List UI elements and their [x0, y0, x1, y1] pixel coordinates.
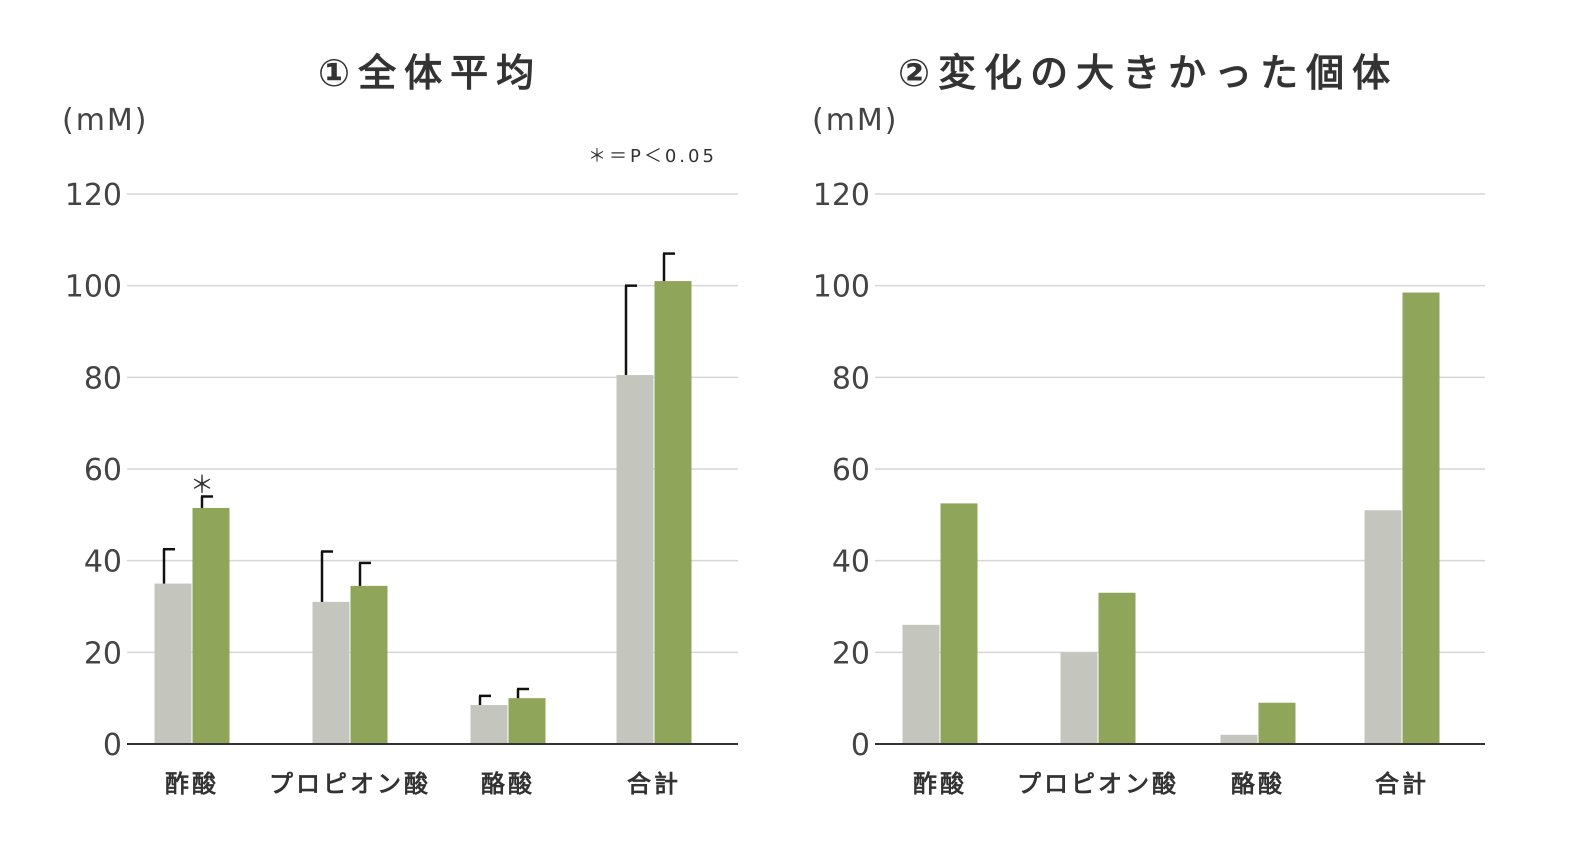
y-tick-label: 20	[84, 636, 122, 671]
y-tick-label: 0	[851, 728, 870, 763]
y-tick-label: 60	[84, 453, 122, 488]
y-tick-label: 0	[103, 728, 122, 763]
bar	[154, 583, 192, 744]
bar	[616, 375, 654, 744]
significance-note: ＊＝P＜0.05	[588, 146, 717, 167]
chart-title: ②変化の大きかった個体	[898, 51, 1399, 95]
y-tick-label: 80	[832, 361, 870, 396]
bar	[350, 585, 388, 744]
bar	[470, 705, 508, 744]
significance-marker: ＊	[190, 471, 214, 499]
bar	[1402, 292, 1440, 744]
y-tick-label: 100	[65, 270, 122, 305]
y-tick-label: 120	[813, 178, 870, 213]
category-label: 酢酸	[165, 770, 219, 798]
bar	[1098, 592, 1136, 744]
category-label: 合計	[627, 770, 681, 798]
y-tick-label: 40	[832, 545, 870, 580]
bar	[1258, 702, 1296, 744]
bar	[1220, 734, 1258, 744]
bar	[940, 503, 978, 744]
bar	[508, 698, 546, 744]
chart-panel-large-change-individual: ②変化の大きかった個体 (mM) 0 20 40 60 80 100 120 酢酸 プロピオン酸…	[770, 0, 1560, 865]
chart-title: ①全体平均	[318, 51, 543, 95]
category-label: プロピオン酸	[1017, 770, 1179, 798]
y-tick-label: 120	[65, 178, 122, 213]
chart-panel-overall-average: ①全体平均 (mM) ＊＝P＜0.05 0 20 40 60 80 100 120 酢酸 プロピ…	[0, 0, 790, 865]
category-label: プロピオン酸	[269, 770, 431, 798]
y-tick-label: 100	[813, 270, 870, 305]
category-label: 酪酸	[481, 770, 535, 798]
bar	[312, 601, 350, 744]
bar	[1060, 652, 1098, 744]
y-tick-label: 80	[84, 361, 122, 396]
y-tick-label: 40	[84, 545, 122, 580]
bar	[192, 507, 230, 744]
bar-chart: 0 20 40 60 80 100 120 酢酸 プロピオン酸 酪酸 合計	[813, 178, 1485, 798]
y-tick-label: 60	[832, 453, 870, 488]
category-label: 酪酸	[1231, 770, 1285, 798]
y-axis-unit-label: (mM)	[62, 103, 149, 138]
y-tick-label: 20	[832, 636, 870, 671]
y-axis-unit-label: (mM)	[812, 103, 899, 138]
category-label: 酢酸	[913, 770, 967, 798]
bar	[1364, 510, 1402, 744]
bar	[654, 281, 692, 744]
bar-chart: 0 20 40 60 80 100 120 酢酸 プロピオン酸 酪酸 合計 ＊	[65, 178, 738, 798]
category-label: 合計	[1375, 770, 1429, 798]
bar	[902, 624, 940, 744]
